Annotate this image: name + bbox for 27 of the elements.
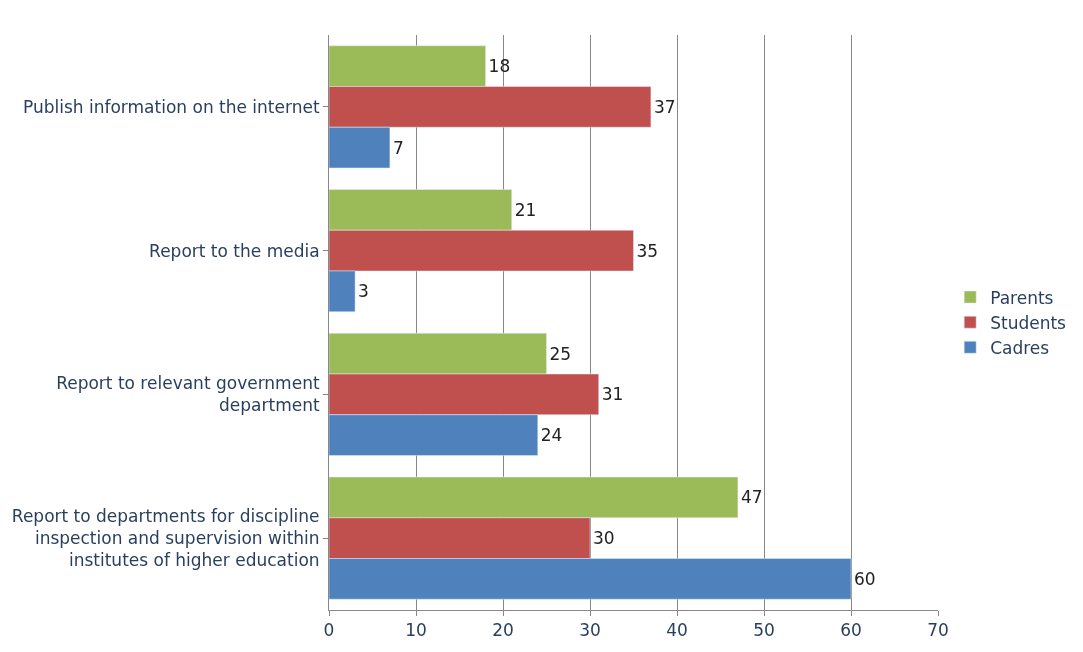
x-tick-label: 0 (323, 620, 335, 641)
x-tick-label: 40 (666, 620, 688, 641)
legend-label: Cadres (990, 337, 1050, 358)
data-label: 25 (549, 343, 572, 364)
data-label: 21 (514, 199, 537, 220)
legend-label: Parents (990, 287, 1054, 308)
data-label: 7 (392, 137, 404, 158)
data-label: 3 (358, 281, 369, 302)
data-label: 31 (601, 384, 624, 405)
legend-label: Students (990, 312, 1067, 333)
x-tick-label: 30 (579, 620, 601, 641)
x-tick-label: 50 (753, 620, 775, 641)
y-tick-label: Publish information on the internet (22, 96, 320, 117)
data-label: 60 (854, 568, 876, 589)
x-tick-label: 20 (492, 620, 514, 641)
y-tick-label: Report to relevant government department (56, 373, 320, 416)
x-tick-label: 60 (840, 620, 862, 641)
data-label: 35 (636, 240, 659, 261)
data-label: 37 (653, 96, 676, 117)
y-tick-label: Report to the media (149, 240, 320, 261)
x-tick-label: 10 (405, 620, 427, 641)
x-tick-label: 70 (927, 620, 949, 641)
y-tick-label: Report to departments for discipline inspection and supervision within institutes of higher education (11, 505, 320, 571)
data-label: 47 (740, 487, 763, 508)
data-label: 24 (540, 425, 563, 446)
data-label: 30 (593, 528, 615, 549)
data-label: 18 (488, 56, 511, 77)
